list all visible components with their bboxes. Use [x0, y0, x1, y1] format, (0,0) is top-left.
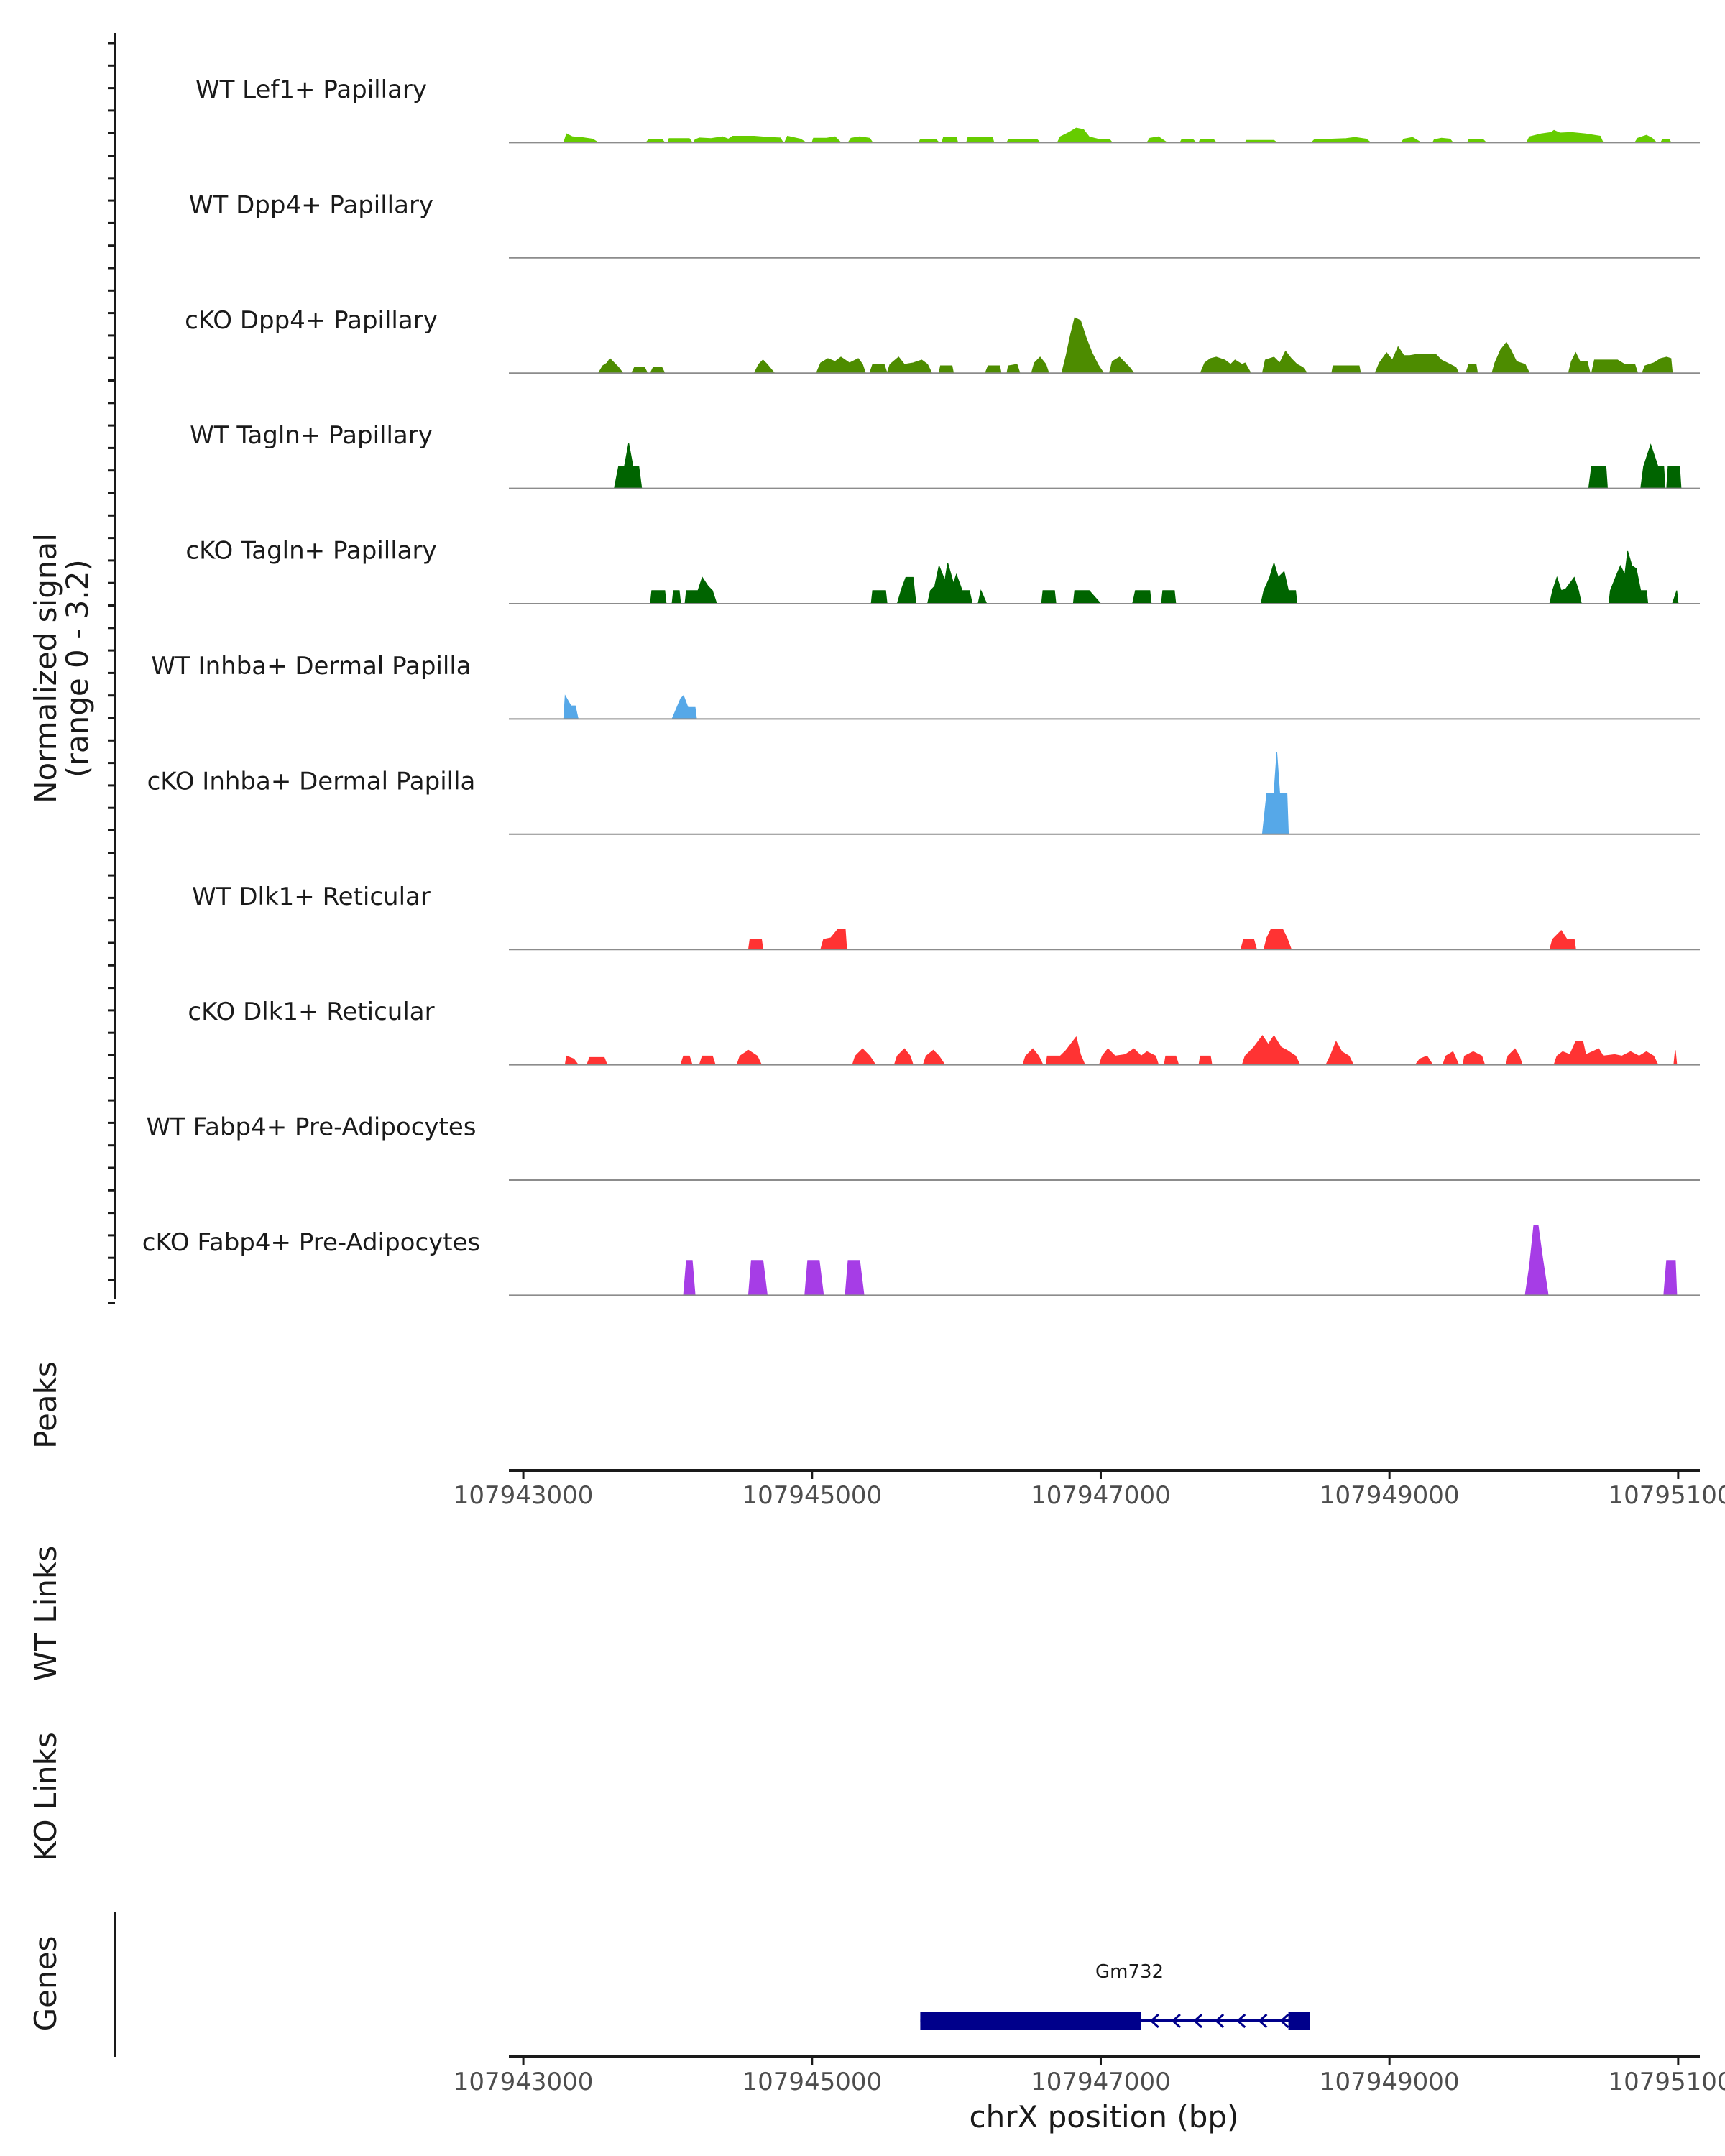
strand-arrow	[1192, 2013, 1203, 2029]
x-tick-label: 107951000	[1609, 1481, 1725, 1510]
coverage-area	[564, 1035, 1678, 1066]
track-wt-inhba-dermal-papilla: WT Inhba+ Dermal Papilla	[151, 652, 1700, 720]
x-tick-label: 107947000	[1031, 2068, 1171, 2096]
track-wt-dpp4-papillary: WT Dpp4+ Papillary	[189, 190, 1700, 259]
coverage-axis	[108, 33, 116, 1304]
coverage-area	[683, 1225, 1678, 1296]
x-tick-label: 107949000	[1320, 2068, 1460, 2096]
track-label: WT Fabp4+ Pre-Adipocytes	[147, 1113, 477, 1142]
track-cko-dlk1-reticular: cKO Dlk1+ Reticular	[188, 998, 1700, 1066]
track-wt-fabp4-pre-adipocytes: WT Fabp4+ Pre-Adipocytes	[147, 1113, 1700, 1181]
strand-arrow	[1236, 2013, 1246, 2029]
x-tick-label: 107951000	[1609, 2068, 1725, 2096]
wt-links-panel-label: WT Links	[28, 1546, 63, 1681]
x-tick-label: 107943000	[454, 1481, 594, 1510]
gene-exon	[920, 2012, 1141, 2030]
track-label: cKO Dpp4+ Papillary	[185, 306, 438, 335]
track-wt-tagln-papillary: WT Tagln+ Papillary	[190, 421, 1700, 489]
ko-links-panel-label: KO Links	[28, 1732, 63, 1861]
track-wt-dlk1-reticular: WT Dlk1+ Reticular	[192, 883, 1700, 951]
track-cko-fabp4-pre-adipocytes: cKO Fabp4+ Pre-Adipocytes	[142, 1225, 1700, 1296]
coverage-area	[563, 694, 697, 719]
track-cko-inhba-dermal-papilla: cKO Inhba+ Dermal Papilla	[147, 752, 1700, 835]
coverage-axis-ticks	[108, 42, 115, 1304]
track-wt-lef1-papillary: WT Lef1+ Papillary	[196, 75, 1700, 144]
gene-annotations: Gm732	[920, 1961, 1310, 2030]
strand-arrow	[1279, 2013, 1289, 2029]
strand-arrow	[1258, 2013, 1268, 2029]
coverage-area	[563, 127, 1672, 143]
gene-exon	[1288, 2012, 1310, 2030]
coverage-area	[613, 443, 1682, 489]
genes-panel-label: Genes	[28, 1936, 63, 2032]
track-cko-dpp4-papillary: cKO Dpp4+ Papillary	[185, 306, 1700, 374]
gene-gm732: Gm732	[920, 1961, 1310, 2030]
peaks-x-axis: 107943000 107945000 107947000 107949000 1079…	[454, 1470, 1725, 1510]
strand-arrow	[1214, 2013, 1225, 2029]
track-label: WT Inhba+ Dermal Papilla	[151, 652, 471, 681]
track-cko-tagln-papillary: cKO Tagln+ Papillary	[185, 537, 1700, 604]
gene-name-label: Gm732	[1095, 1961, 1164, 1983]
strand-arrow	[1149, 2013, 1159, 2029]
track-label: cKO Inhba+ Dermal Papilla	[147, 767, 476, 796]
y-axis-title-line1: Normalized signal	[28, 533, 63, 803]
x-tick-label: 107945000	[742, 1481, 882, 1510]
x-axis-title: chrX position (bp)	[970, 2099, 1239, 2134]
peaks-panel-label: Peaks	[28, 1361, 63, 1449]
genes-x-axis: 107943000 107945000 107947000 107949000 1079…	[454, 2057, 1725, 2096]
track-label: cKO Dlk1+ Reticular	[188, 998, 434, 1026]
coverage-area	[1261, 752, 1289, 835]
x-tick-label: 107949000	[1320, 1481, 1460, 1510]
track-label: cKO Tagln+ Papillary	[185, 537, 436, 566]
track-label: WT Lef1+ Papillary	[196, 75, 427, 104]
track-label: cKO Fabp4+ Pre-Adipocytes	[142, 1228, 481, 1257]
coverage-area	[597, 317, 1673, 374]
x-tick-label: 107945000	[742, 2068, 882, 2096]
track-label: WT Dlk1+ Reticular	[192, 883, 431, 911]
strand-arrow	[1171, 2013, 1181, 2029]
coverage-area	[748, 929, 1576, 950]
y-axis-title-line2: (range 0 - 3.2)	[60, 559, 95, 778]
coverage-area	[650, 550, 1679, 604]
track-label: WT Tagln+ Papillary	[190, 421, 433, 450]
x-tick-label: 107947000	[1031, 1481, 1171, 1510]
coverage-tracks: WT Lef1+ Papillary WT Dpp4+ Papillary cKO …	[142, 75, 1700, 1296]
track-label: WT Dpp4+ Papillary	[189, 190, 433, 219]
x-tick-label: 107943000	[454, 2068, 594, 2096]
